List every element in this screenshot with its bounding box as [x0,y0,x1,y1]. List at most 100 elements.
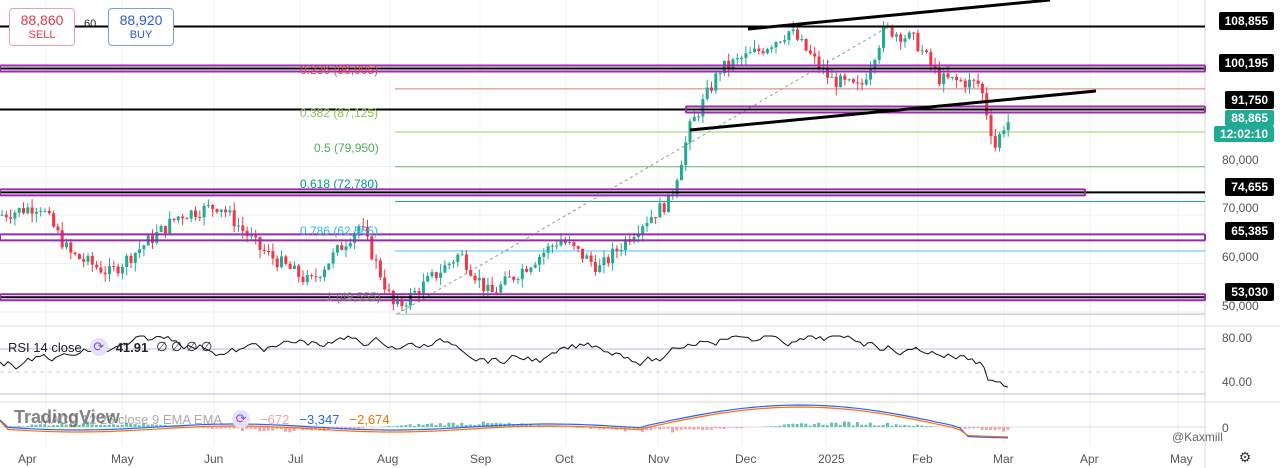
macd-hist-bar [847,421,851,427]
candle-body [357,226,361,234]
macd-legend[interactable]: MACD 12 26 close 9 EMA EMA ⟳ −672 −3,347… [40,410,390,428]
macd-hist-bar [245,427,249,429]
macd-hist-bar [984,427,988,430]
macd-hist-bar [864,424,868,427]
macd-hist-bar [146,424,150,427]
candle-body [434,272,438,278]
macd-hist-bar [421,424,425,427]
candle-body [400,300,404,307]
candle-body [507,276,511,278]
candle-body [262,249,266,252]
macd-hist-bar [90,424,94,427]
candle-body [649,217,653,223]
macd-hist-bar [262,427,266,432]
candle-body [65,242,68,248]
candle-body [791,29,795,32]
macd-hist-bar [124,422,128,427]
macd-hist-bar [129,423,133,427]
refresh-icon[interactable]: ⟳ [232,410,251,428]
candle-body [30,207,34,214]
candle-body [344,246,348,251]
macd-hist-bar [434,425,438,427]
macd-hist-bar [13,426,17,427]
macd-hist-bar [142,423,146,427]
candle-body [701,98,705,117]
author-credit: @Kaxmill [1172,430,1223,444]
candle-body [142,245,146,250]
candle-body [998,134,1002,148]
candle-body [968,79,971,88]
macd-hist-bar [228,427,232,429]
macd-hist-bar [911,425,915,427]
macd-hist-bar [490,423,494,427]
rsi-legend[interactable]: RSI 14 close ⟳ 41.91 ∅ ∅ ∅ ∅ [8,338,212,356]
candle-body [254,235,258,238]
macd-hist-bar [976,427,980,428]
refresh-icon[interactable]: ⟳ [89,338,108,356]
candle-body [937,67,941,85]
macd-hist-bar [387,426,391,427]
macd-hist-bar [357,427,361,429]
gear-icon[interactable]: ⚙ [1238,449,1252,465]
candle-body [615,248,619,252]
macd-hist-bar [198,427,201,428]
macd-hist-bar [967,427,971,429]
candle-body [103,272,107,275]
candle-body [138,249,142,254]
candle-body [834,76,838,88]
candle-body [662,203,666,213]
candle-body [77,254,81,260]
candle-body [563,240,567,244]
buy-button[interactable]: 88,920 BUY [108,8,174,46]
candle-body [516,279,520,281]
macd-hist-bar [464,424,468,427]
macd-signal-value: −2,674 [349,411,390,427]
candle-body [486,284,490,292]
current-price-label: 88,865 [1225,110,1274,126]
macd-hist-bar [666,427,670,429]
macd-hist-bar [361,427,365,429]
candle-body [163,225,167,234]
price-label-91750: 91,750 [1225,91,1274,109]
buy-label: BUY [129,29,153,41]
macd-hist-bar [43,424,47,427]
candle-body [890,25,894,37]
macd-hist-bar [460,422,464,427]
candle-body [284,256,288,264]
macd-hist-bar [1006,427,1010,430]
macd-hist-bar [576,427,580,429]
macd-hist-bar [868,422,872,427]
candle-body [920,50,924,52]
macd-hist-bar [438,423,442,427]
macd-hist-bar [920,425,924,427]
candle-body [267,251,271,253]
candle-body [490,284,494,293]
candle-body [869,68,873,80]
macd-hist-bar [916,424,920,427]
candle-body [292,265,296,269]
macd-hist-bar [980,427,984,431]
macd-hist-bar [890,425,894,427]
candle-body [305,275,309,283]
candle-body [452,262,455,264]
macd-hist-bar [808,425,812,427]
candle-body [288,263,292,269]
candle-body [426,276,430,282]
macd-hist-bar [860,424,864,427]
fib-label: 0.618 (72,780) [300,177,379,191]
fib-label: 0.382 (87,125) [300,106,379,120]
candle-body [512,276,516,280]
candle-body [366,226,369,237]
candle-body [464,254,468,270]
candle-body [280,256,283,268]
purple-zone [0,64,1206,73]
sell-button[interactable]: 88,860 SELL [9,8,75,46]
candle-body [189,210,193,219]
macd-hist-bar [959,427,963,429]
macd-hist-bar [219,427,223,429]
candle-body [0,214,4,216]
rsi-value: 41.91 [115,339,149,355]
time-axis-tick: 2025 [818,452,845,466]
candle-body [443,265,447,273]
